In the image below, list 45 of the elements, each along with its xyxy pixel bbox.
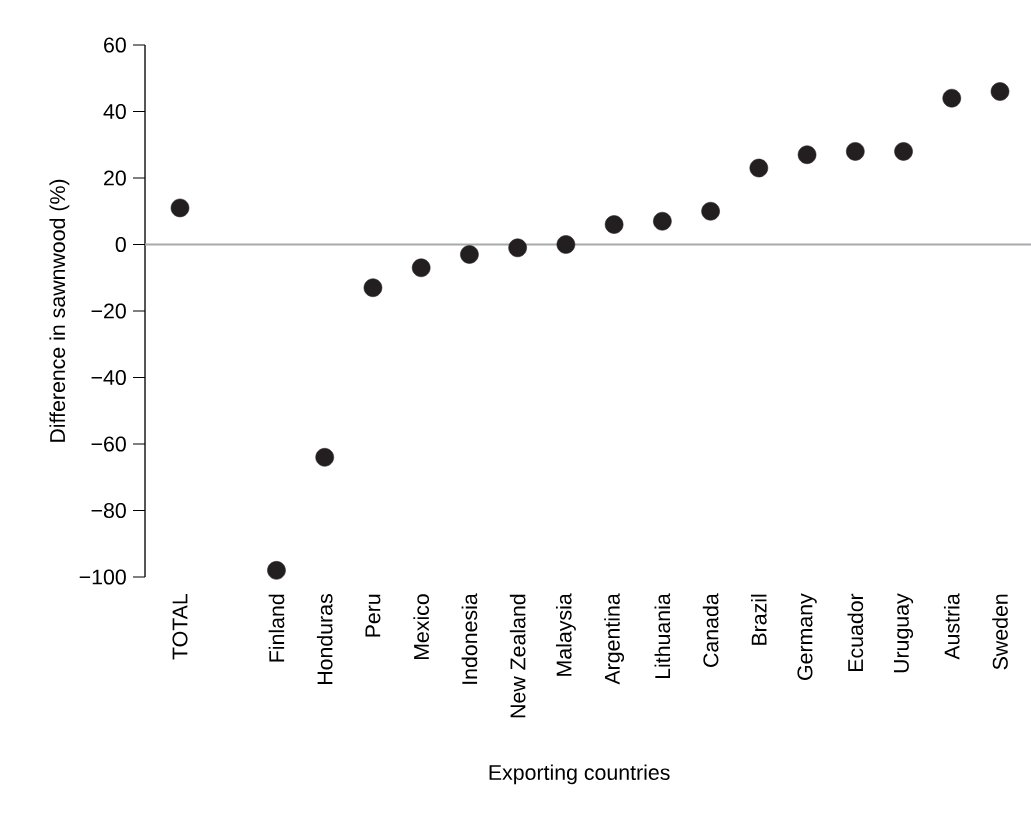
x-tick-label: Sweden bbox=[992, 594, 1008, 670]
x-tick-label: Peru bbox=[365, 594, 381, 637]
x-tick-label: Finland bbox=[268, 594, 285, 662]
x-tick-label: Ecuador bbox=[847, 593, 864, 671]
point bbox=[942, 88, 962, 108]
x-tick-label: Lithuania bbox=[654, 593, 671, 679]
point bbox=[267, 561, 286, 580]
y-tick-label: 0 bbox=[115, 236, 126, 253]
x-axis-title: Exporting countries bbox=[489, 764, 670, 785]
point bbox=[846, 142, 865, 161]
y-tick-label: −60 bbox=[91, 436, 126, 452]
x-tick-label: Uruguay bbox=[893, 593, 914, 673]
x-tick-label: Honduras bbox=[316, 594, 333, 685]
x-tick-label: New Zealand bbox=[509, 594, 526, 718]
y-axis-title: Difference in sawnwood (%) bbox=[49, 179, 70, 442]
y-tick-label: −40 bbox=[91, 369, 126, 386]
point bbox=[460, 245, 479, 264]
y-tick-label: −100 bbox=[79, 569, 126, 585]
point bbox=[797, 145, 817, 164]
y-tick-label: 40 bbox=[103, 103, 126, 120]
point bbox=[653, 211, 672, 231]
point bbox=[604, 215, 624, 234]
point bbox=[508, 238, 527, 258]
x-tick-label: Germany bbox=[797, 593, 817, 680]
x-tick-label: Argentina bbox=[604, 593, 625, 685]
y-tick-label: −80 bbox=[91, 502, 126, 519]
point bbox=[556, 235, 576, 254]
point bbox=[170, 198, 190, 218]
point bbox=[315, 448, 334, 467]
point bbox=[411, 258, 431, 278]
y-tick-label: 60 bbox=[104, 37, 126, 53]
y-tick-label: 20 bbox=[104, 170, 126, 186]
point bbox=[894, 142, 913, 161]
point bbox=[363, 278, 383, 297]
x-tick-label: TOTAL bbox=[172, 593, 188, 660]
x-tick-label: Indonesia bbox=[461, 593, 478, 684]
x-tick-label: Austria bbox=[943, 593, 960, 660]
x-tick-label: Canada bbox=[702, 593, 719, 667]
x-tick-label: Malaysia bbox=[555, 593, 576, 676]
point bbox=[701, 201, 720, 221]
x-tick-label: Brazil bbox=[751, 594, 767, 645]
point bbox=[749, 158, 769, 178]
point bbox=[990, 82, 1010, 101]
x-tick-label: Mexico bbox=[413, 594, 430, 660]
y-tick-label: −20 bbox=[91, 303, 126, 319]
